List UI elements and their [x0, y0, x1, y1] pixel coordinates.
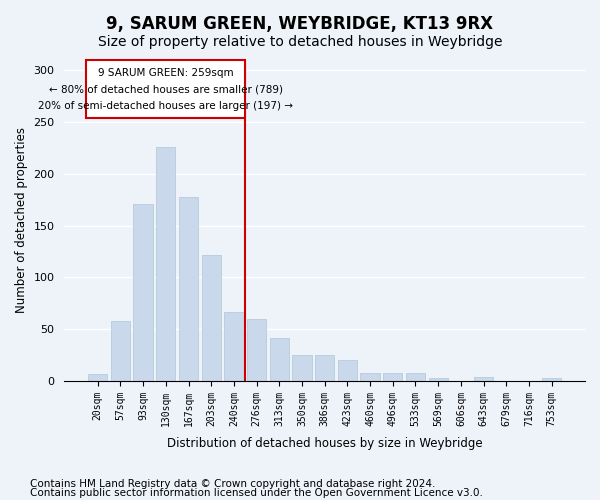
Bar: [292, 355, 311, 381]
Bar: [88, 374, 107, 381]
Bar: [383, 372, 403, 381]
Bar: [361, 372, 380, 381]
Text: 9, SARUM GREEN, WEYBRIDGE, KT13 9RX: 9, SARUM GREEN, WEYBRIDGE, KT13 9RX: [106, 15, 494, 33]
Bar: [406, 372, 425, 381]
Text: Contains HM Land Registry data © Crown copyright and database right 2024.: Contains HM Land Registry data © Crown c…: [30, 479, 436, 489]
Bar: [315, 355, 334, 381]
Text: Contains public sector information licensed under the Open Government Licence v3: Contains public sector information licen…: [30, 488, 483, 498]
Bar: [111, 321, 130, 381]
Text: 20% of semi-detached houses are larger (197) →: 20% of semi-detached houses are larger (…: [38, 102, 293, 112]
Y-axis label: Number of detached properties: Number of detached properties: [15, 128, 28, 314]
Bar: [202, 254, 221, 381]
FancyBboxPatch shape: [86, 60, 245, 118]
Bar: [542, 378, 562, 381]
Bar: [224, 312, 244, 381]
Bar: [428, 378, 448, 381]
Bar: [156, 147, 175, 381]
Bar: [179, 196, 198, 381]
Text: 9 SARUM GREEN: 259sqm: 9 SARUM GREEN: 259sqm: [98, 68, 233, 78]
Bar: [474, 377, 493, 381]
Bar: [247, 319, 266, 381]
Text: Size of property relative to detached houses in Weybridge: Size of property relative to detached ho…: [98, 35, 502, 49]
Bar: [133, 204, 153, 381]
Bar: [338, 360, 357, 381]
X-axis label: Distribution of detached houses by size in Weybridge: Distribution of detached houses by size …: [167, 437, 482, 450]
Text: ← 80% of detached houses are smaller (789): ← 80% of detached houses are smaller (78…: [49, 85, 283, 95]
Bar: [269, 338, 289, 381]
